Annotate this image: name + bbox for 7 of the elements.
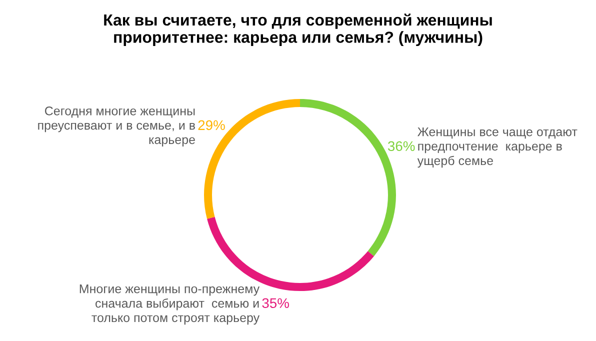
- slice-label: Сегодня многие женщины преуспевают и в семье, и в карьере: [38, 106, 195, 147]
- data-label: 35%: [262, 298, 289, 308]
- slice-label: Женщины все чаще отдают предпочтение карьере в ущерб семье: [417, 128, 578, 168]
- slice-label: Многие женщины по-прежнему сначала выбирают семью и только потом строят карьеру: [80, 284, 260, 325]
- data-label: 36%: [388, 141, 415, 152]
- data-label: 29%: [198, 120, 225, 130]
- chart-title: Как вы считаете, что для современной женщины приоритетнее: карьера или семья? (мужчины): [104, 14, 492, 46]
